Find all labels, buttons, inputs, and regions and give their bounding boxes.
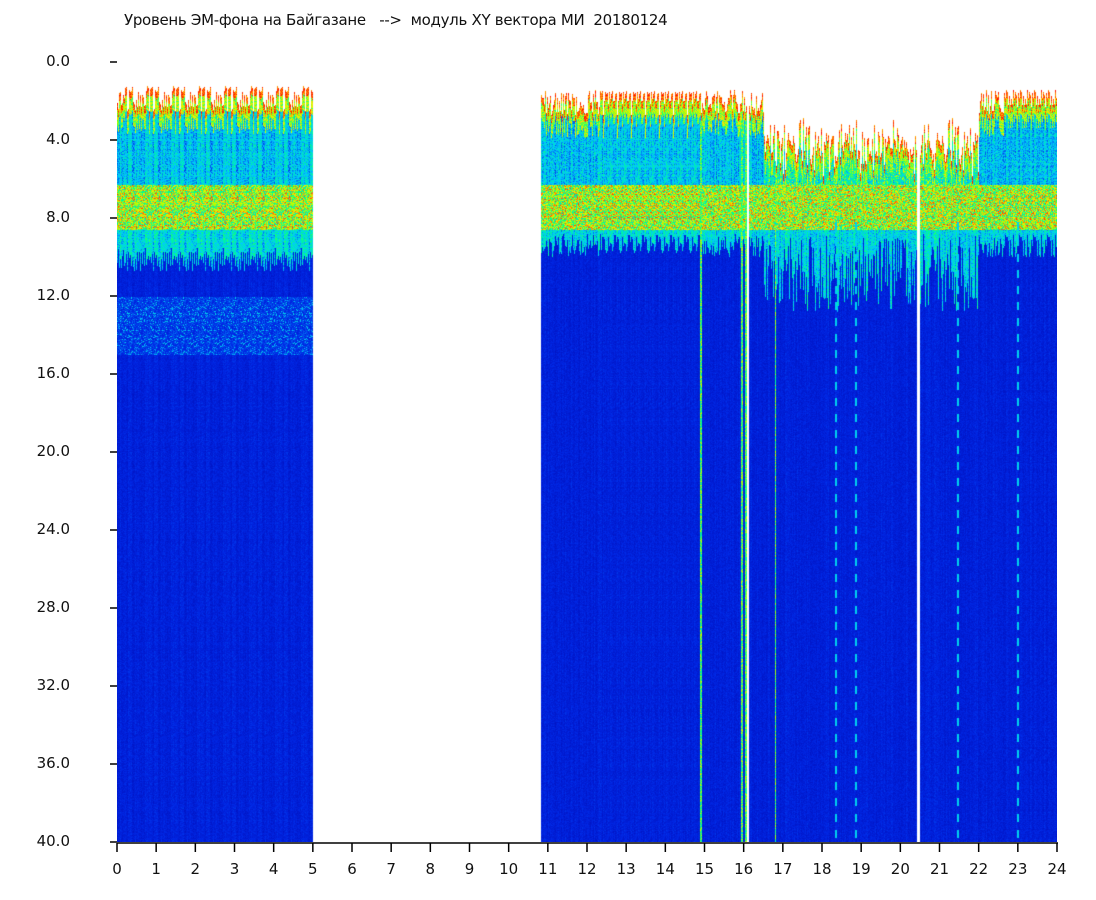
x-tick-label: 2 <box>190 860 201 878</box>
x-tick-label: 13 <box>616 860 636 878</box>
x-tick-label: 10 <box>499 860 519 878</box>
y-tick-label: 8.0 <box>46 208 70 226</box>
x-tick-label: 18 <box>812 860 832 878</box>
x-tick-label: 20 <box>890 860 910 878</box>
x-tick-label: 17 <box>773 860 793 878</box>
y-tick-label: 36.0 <box>36 754 70 772</box>
x-tick-label: 23 <box>1008 860 1028 878</box>
x-tick-label: 11 <box>538 860 558 878</box>
x-tick-label: 19 <box>851 860 871 878</box>
x-tick-label: 0 <box>112 860 122 878</box>
y-tick-label: 24.0 <box>36 520 70 538</box>
y-tick-label: 40.0 <box>36 832 70 850</box>
y-tick-label: 20.0 <box>36 442 70 460</box>
y-tick-label: 0.0 <box>46 52 70 70</box>
x-tick-label: 7 <box>386 860 396 878</box>
x-tick-label: 15 <box>694 860 715 878</box>
spectrogram-heatmap <box>117 62 1057 842</box>
x-tick-label: 1 <box>151 860 161 878</box>
x-tick-label: 12 <box>577 860 597 878</box>
x-tick-label: 8 <box>425 860 436 878</box>
y-tick-label: 4.0 <box>46 130 70 148</box>
y-tick-label: 16.0 <box>36 364 70 382</box>
x-tick-label: 9 <box>464 860 475 878</box>
x-tick-label: 3 <box>229 860 240 878</box>
x-tick-label: 5 <box>308 860 318 878</box>
y-tick-label: 12.0 <box>36 286 70 304</box>
x-tick-label: 21 <box>929 860 950 878</box>
x-tick-label: 6 <box>347 860 357 878</box>
x-tick-label: 24 <box>1047 860 1067 878</box>
x-tick-label: 4 <box>268 860 279 878</box>
x-tick-label: 16 <box>734 860 754 878</box>
chart-title: Уровень ЭМ-фона на Байгазане --> модуль … <box>124 11 668 29</box>
x-tick-label: 22 <box>969 860 989 878</box>
y-tick-label: 32.0 <box>36 676 70 694</box>
x-tick-label: 14 <box>655 860 675 878</box>
y-tick-label: 28.0 <box>36 598 70 616</box>
